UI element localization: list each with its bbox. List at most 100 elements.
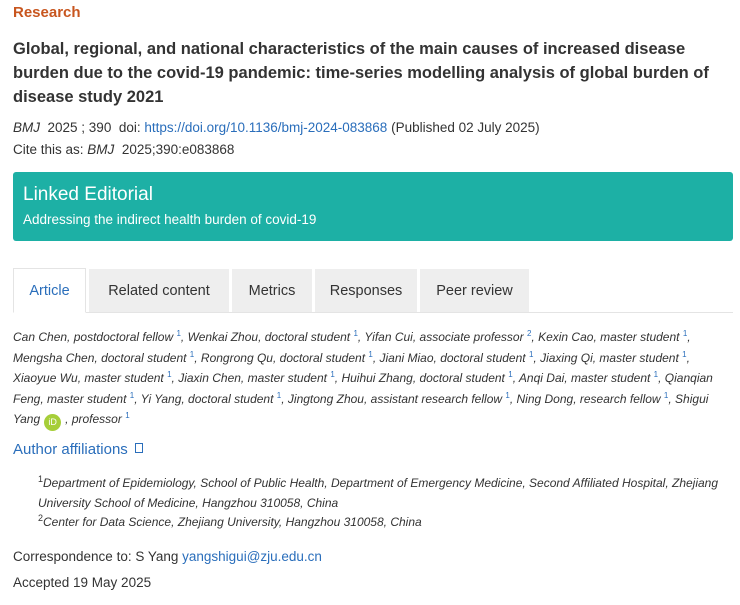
author-role: doctoral student — [188, 391, 274, 406]
affiliations-heading: Author affiliations — [13, 441, 128, 458]
author-role: master student — [84, 371, 164, 385]
cite-label: Cite this as: — [13, 142, 84, 157]
author-name: Qianqian Feng — [13, 371, 713, 406]
author-affiliations-toggle[interactable]: Author affiliations — [13, 440, 733, 460]
author[interactable]: Yifan Cui, associate professor 2 — [364, 329, 532, 345]
author-name: Xiaoyue Wu — [13, 371, 78, 385]
author[interactable]: Rongrong Qu, doctoral student 1 — [200, 349, 373, 365]
volume: 2025 ; 390 — [47, 120, 112, 135]
cite-journal: BMJ — [87, 142, 115, 157]
author-role: assistant research fellow — [370, 391, 503, 406]
author-name: Kexin Cao — [538, 330, 594, 344]
author-affiliation-ref[interactable]: 1 — [125, 411, 130, 420]
author-affiliation-ref[interactable]: 1 — [663, 390, 669, 400]
author[interactable]: Shigui Yang iD, professor 1 — [13, 391, 709, 431]
author-affiliation-ref[interactable]: 1 — [528, 349, 534, 359]
author-role: doctoral student — [440, 350, 526, 365]
affiliation-list: 1Department of Epidemiology, School of P… — [38, 474, 728, 533]
doi-link[interactable]: https://doi.org/10.1136/bmj-2024-083868 — [144, 120, 388, 135]
author[interactable]: Xiaoyue Wu, master student 1 — [13, 370, 172, 386]
author[interactable]: Anqi Dai, master student 1 — [518, 370, 659, 386]
published-date: (Published 02 July 2025) — [391, 120, 540, 135]
editorial-heading: Linked Editorial — [23, 184, 153, 205]
author-role: postdoctoral fellow — [73, 330, 174, 344]
author-role: master student — [600, 330, 680, 344]
author[interactable]: Huihui Zhang, doctoral student 1 — [341, 370, 513, 386]
author[interactable]: Jingtong Zhou, assistant research fellow… — [287, 390, 510, 406]
author-name: Mengsha Chen — [13, 350, 95, 365]
tab-related-content[interactable]: Related content — [89, 269, 229, 312]
author[interactable]: Can Chen, postdoctoral fellow 1 — [13, 329, 181, 345]
article-title: Global, regional, and national character… — [13, 40, 709, 106]
correspondence-label: Correspondence to: S Yang — [13, 548, 179, 564]
author-role: associate professor — [419, 330, 524, 344]
author-list: Can Chen, postdoctoral fellow 1, Wenkai … — [13, 327, 733, 431]
author[interactable]: Kexin Cao, master student 1 — [538, 329, 688, 345]
author-role: research fellow — [579, 391, 661, 406]
author-affiliation-ref[interactable]: 1 — [682, 349, 687, 359]
affiliation-number: 1 — [38, 474, 44, 484]
author[interactable]: Wenkai Zhou, doctoral student 1 — [187, 329, 358, 345]
doi-label: doi: — [118, 120, 141, 135]
correspondence: Correspondence to: S Yang yangshigui@zju… — [13, 547, 733, 567]
author-name: Jiaxing Qi — [540, 350, 593, 365]
author-role: doctoral student — [264, 330, 351, 344]
author[interactable]: Mengsha Chen, doctoral student 1 — [13, 349, 195, 365]
author-affiliation-ref[interactable]: 1 — [176, 329, 181, 338]
author-role: professor — [71, 412, 122, 426]
author[interactable]: Ning Dong, research fellow 1 — [516, 390, 669, 406]
linked-editorial-box: Linked Editorial Addressing the indirect… — [13, 172, 733, 241]
tab-peer-review[interactable]: Peer review — [420, 269, 529, 312]
affiliation-text: Center for Data Science, Zhejiang Univer… — [43, 515, 422, 529]
author-affiliation-ref[interactable]: 1 — [508, 370, 513, 379]
author-role: master student — [247, 371, 327, 385]
author-affiliation-ref[interactable]: 1 — [129, 390, 135, 400]
author-name: Shigui Yang — [13, 391, 709, 427]
editorial-link[interactable]: Addressing the indirect health burden of… — [23, 212, 317, 227]
author-name: Yi Yang — [140, 391, 182, 406]
tab-article[interactable]: Article — [13, 268, 86, 313]
author[interactable]: Qianqian Feng, master student 1 — [13, 371, 713, 406]
author-affiliation-ref[interactable]: 1 — [653, 370, 659, 379]
author-name: Jiaxin Chen — [178, 371, 241, 385]
author-name: Jiani Miao — [379, 350, 434, 365]
author-name: Anqi Dai — [518, 371, 565, 385]
author[interactable]: Jiani Miao, doctoral student 1 — [379, 349, 534, 365]
tab-responses[interactable]: Responses — [315, 269, 417, 312]
expand-square-icon — [134, 443, 143, 453]
affiliation-item: 2Center for Data Science, Zhejiang Unive… — [38, 513, 728, 533]
accepted-date: Accepted 19 May 2025 — [13, 574, 152, 590]
author-name: Huihui Zhang — [341, 371, 413, 385]
journal-name: BMJ — [13, 120, 40, 135]
citation-line: BMJ 2025 ; 390 doi: https://doi.org/10.1… — [13, 118, 733, 138]
affiliation-number: 2 — [38, 513, 44, 523]
author-affiliation-ref[interactable]: 1 — [330, 370, 335, 379]
author-name: Rongrong Qu — [200, 350, 273, 365]
author-affiliation-ref[interactable]: 1 — [189, 349, 195, 359]
author-affiliation-ref[interactable]: 1 — [167, 370, 172, 379]
author-affiliation-ref[interactable]: 1 — [682, 329, 688, 338]
article-tabs: Article Related content Metrics Response… — [13, 268, 733, 313]
affiliation-item: 1Department of Epidemiology, School of P… — [38, 474, 728, 513]
author-name: Wenkai Zhou — [187, 330, 259, 344]
author[interactable]: Jiaxing Qi, master student 1 — [540, 349, 687, 365]
author-name: Jingtong Zhou — [287, 391, 364, 406]
cite-line: Cite this as: BMJ 2025;390:e083868 — [13, 140, 733, 160]
author-affiliation-ref[interactable]: 1 — [368, 349, 373, 359]
author-name: Yifan Cui — [364, 330, 413, 344]
author-affiliation-ref[interactable]: 1 — [505, 390, 510, 400]
author-affiliation-ref[interactable]: 1 — [353, 329, 358, 338]
author[interactable]: Jiaxin Chen, master student 1 — [178, 370, 335, 386]
author-role: doctoral student — [279, 350, 366, 365]
author[interactable]: Yi Yang, doctoral student 1 — [140, 390, 282, 406]
author-name: Ning Dong — [516, 391, 574, 406]
author-role: master student — [599, 350, 679, 365]
author-affiliation-ref[interactable]: 1 — [276, 390, 282, 400]
orcid-icon[interactable]: iD — [44, 414, 62, 431]
tab-metrics[interactable]: Metrics — [232, 269, 312, 312]
author-role: doctoral student — [101, 350, 187, 365]
correspondence-email[interactable]: yangshigui@zju.edu.cn — [182, 548, 322, 564]
author-affiliation-ref[interactable]: 2 — [526, 329, 532, 338]
section-label: Research — [13, 4, 81, 21]
